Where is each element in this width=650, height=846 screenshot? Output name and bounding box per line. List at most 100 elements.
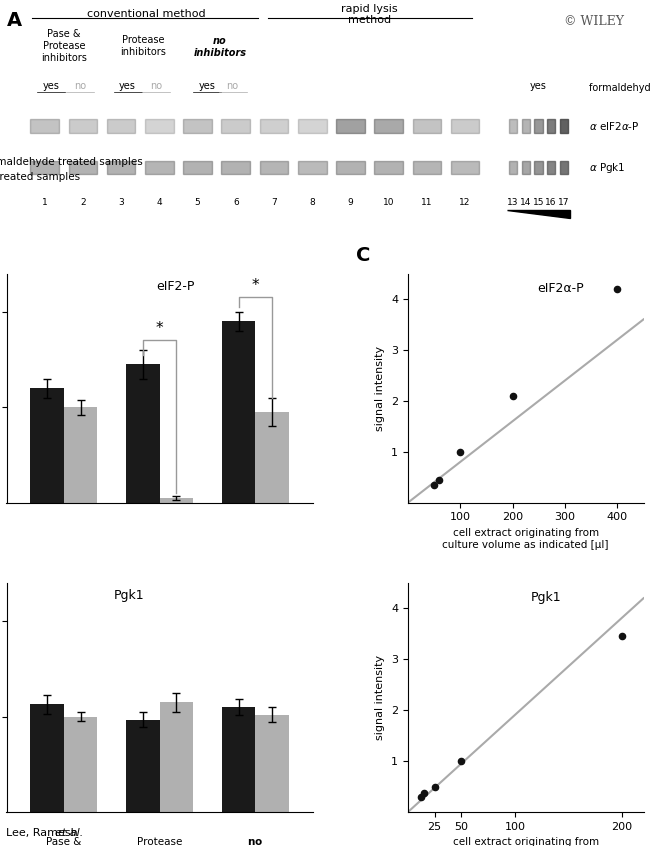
Text: 10: 10	[383, 198, 395, 207]
Point	[419, 786, 429, 799]
Text: *: *	[156, 321, 164, 336]
Text: Pase &
Protease
inhibitors: Pase & Protease inhibitors	[41, 30, 86, 63]
Text: A: A	[6, 11, 21, 30]
Text: yes: yes	[43, 80, 60, 91]
X-axis label: cell extract originating from
culture volume as indicated [μl]: cell extract originating from culture vo…	[443, 838, 609, 846]
Point	[415, 790, 426, 804]
Text: 5: 5	[195, 198, 200, 207]
Bar	[547, 118, 555, 133]
Bar	[260, 162, 289, 174]
Bar	[69, 118, 97, 133]
Bar	[451, 162, 480, 174]
Bar	[255, 412, 289, 503]
Bar	[64, 717, 98, 812]
Bar	[126, 720, 160, 812]
Bar	[374, 162, 403, 174]
Bar	[547, 162, 555, 174]
Bar	[560, 118, 568, 133]
Bar	[534, 162, 543, 174]
Text: formaldehyde treated: formaldehyde treated	[590, 83, 650, 93]
Bar	[298, 118, 326, 133]
Bar	[145, 118, 174, 133]
Bar	[64, 407, 98, 503]
Bar	[534, 118, 543, 133]
Text: Protease
inhibitors: Protease inhibitors	[120, 36, 166, 57]
Point	[455, 445, 465, 459]
Text: no
inhibitors: no inhibitors	[194, 36, 246, 58]
Bar	[336, 162, 365, 174]
Bar	[145, 162, 174, 174]
Text: et al.: et al.	[55, 827, 83, 838]
Text: 13: 13	[507, 198, 519, 207]
Text: 11: 11	[421, 198, 433, 207]
Bar	[31, 704, 64, 812]
Bar	[107, 118, 135, 133]
Bar	[107, 162, 135, 174]
Text: 15: 15	[532, 198, 544, 207]
Text: 4: 4	[157, 198, 162, 207]
Text: 12: 12	[460, 198, 471, 207]
Bar	[521, 162, 530, 174]
Bar	[413, 118, 441, 133]
Point	[612, 282, 623, 295]
Point	[456, 755, 467, 768]
Text: 7: 7	[271, 198, 277, 207]
Text: conventional method: conventional method	[87, 9, 206, 19]
Text: C: C	[356, 246, 370, 265]
Text: 9: 9	[348, 198, 354, 207]
Text: no: no	[73, 80, 86, 91]
Bar	[336, 118, 365, 133]
Bar	[509, 162, 517, 174]
Text: yes: yes	[199, 80, 216, 91]
Text: yes: yes	[530, 80, 547, 91]
Bar	[31, 118, 59, 133]
Bar	[160, 702, 193, 812]
Text: Pgk1: Pgk1	[114, 589, 144, 602]
Bar	[31, 388, 64, 503]
Point	[430, 780, 440, 794]
Text: eIF2α-P: eIF2α-P	[538, 282, 584, 295]
Text: Lee, Ramesh: Lee, Ramesh	[6, 827, 82, 838]
Text: rapid lysis
method: rapid lysis method	[341, 3, 398, 25]
Bar	[255, 715, 289, 812]
Text: $\alpha$ eIF2$\alpha$-P: $\alpha$ eIF2$\alpha$-P	[590, 119, 640, 131]
Text: $\alpha$ Pgk1: $\alpha$ Pgk1	[590, 161, 626, 175]
Legend: formaldehyde treated samples, untreated samples: formaldehyde treated samples, untreated …	[0, 152, 146, 186]
Text: 8: 8	[309, 198, 315, 207]
Bar	[260, 118, 289, 133]
Bar	[451, 118, 480, 133]
Bar	[222, 321, 255, 503]
Bar	[31, 162, 59, 174]
Text: 2: 2	[80, 198, 86, 207]
Y-axis label: signal intensity: signal intensity	[376, 345, 385, 431]
X-axis label: cell extract originating from
culture volume as indicated [μl]: cell extract originating from culture vo…	[443, 528, 609, 550]
Text: 17: 17	[558, 198, 569, 207]
Bar	[222, 707, 255, 812]
Point	[508, 389, 518, 403]
Text: *: *	[252, 277, 259, 293]
Bar	[509, 118, 517, 133]
Bar	[374, 118, 403, 133]
Text: eIF2-P: eIF2-P	[156, 279, 194, 293]
Bar	[160, 498, 193, 503]
Text: no: no	[227, 80, 239, 91]
Text: 3: 3	[118, 198, 124, 207]
Text: 6: 6	[233, 198, 239, 207]
Text: no: no	[150, 80, 162, 91]
Point	[429, 478, 439, 492]
Bar	[126, 365, 160, 503]
Bar	[69, 162, 97, 174]
Bar	[298, 162, 326, 174]
Text: 14: 14	[520, 198, 531, 207]
Bar	[183, 162, 212, 174]
Text: 1: 1	[42, 198, 47, 207]
Point	[434, 473, 445, 486]
Bar	[413, 162, 441, 174]
Bar	[560, 162, 568, 174]
Point	[617, 629, 627, 643]
Y-axis label: signal intensity: signal intensity	[376, 655, 385, 740]
Bar	[183, 118, 212, 133]
Text: © WILEY: © WILEY	[564, 15, 625, 29]
Bar	[521, 118, 530, 133]
Bar	[222, 162, 250, 174]
